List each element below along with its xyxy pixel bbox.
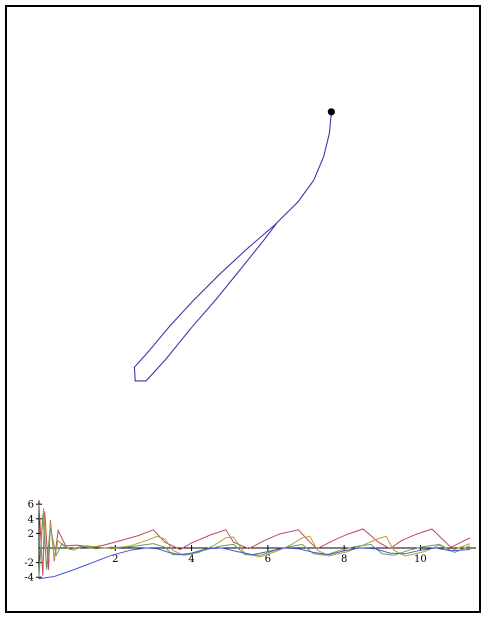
x-tick-label: 6 xyxy=(265,554,271,565)
series-line-3 xyxy=(38,514,471,575)
x-tick-label: 4 xyxy=(188,554,194,565)
y-tick-label: 4 xyxy=(28,514,34,525)
x-tick-label: 2 xyxy=(112,554,118,565)
trajectory-endpoint-1 xyxy=(327,108,335,116)
series-line-1 xyxy=(38,504,471,576)
y-tick-label: -4 xyxy=(24,573,34,584)
y-tick-label: 6 xyxy=(28,500,34,511)
plot-frame xyxy=(5,5,481,613)
series-line-2 xyxy=(38,507,471,578)
x-tick-label: 10 xyxy=(414,554,427,565)
y-tick-label: 2 xyxy=(28,529,34,540)
series-line-4 xyxy=(38,547,471,580)
x-tick-label: 8 xyxy=(341,554,347,565)
trajectory-curve-1 xyxy=(133,111,332,382)
y-tick-label: -2 xyxy=(24,558,34,569)
